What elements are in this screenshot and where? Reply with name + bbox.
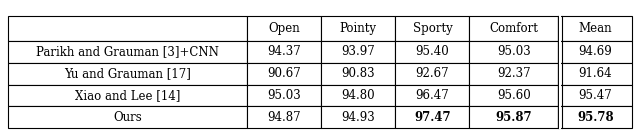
FancyBboxPatch shape: [470, 85, 558, 106]
Text: 92.37: 92.37: [497, 67, 531, 80]
FancyBboxPatch shape: [8, 85, 247, 106]
FancyBboxPatch shape: [8, 106, 247, 128]
FancyBboxPatch shape: [558, 41, 632, 63]
Text: 97.47: 97.47: [414, 111, 451, 124]
FancyBboxPatch shape: [396, 63, 470, 85]
FancyBboxPatch shape: [396, 41, 470, 63]
FancyBboxPatch shape: [247, 85, 321, 106]
FancyBboxPatch shape: [247, 63, 321, 85]
FancyBboxPatch shape: [558, 63, 632, 85]
FancyBboxPatch shape: [558, 85, 632, 106]
FancyBboxPatch shape: [247, 41, 321, 63]
Text: Comfort: Comfort: [490, 22, 538, 35]
Text: 93.97: 93.97: [341, 45, 375, 58]
Text: 95.03: 95.03: [267, 89, 301, 102]
Text: Ours: Ours: [113, 111, 141, 124]
Text: 91.64: 91.64: [579, 67, 612, 80]
FancyBboxPatch shape: [470, 16, 558, 41]
FancyBboxPatch shape: [321, 85, 396, 106]
Text: 95.87: 95.87: [495, 111, 532, 124]
FancyBboxPatch shape: [321, 41, 396, 63]
Text: 94.87: 94.87: [267, 111, 301, 124]
FancyBboxPatch shape: [321, 63, 396, 85]
Text: Xiao and Lee [14]: Xiao and Lee [14]: [75, 89, 180, 102]
Text: 90.67: 90.67: [267, 67, 301, 80]
FancyBboxPatch shape: [396, 16, 470, 41]
Text: 95.40: 95.40: [415, 45, 449, 58]
Text: 94.80: 94.80: [341, 89, 375, 102]
Text: Mean: Mean: [579, 22, 612, 35]
Text: Parikh and Grauman [3]+CNN: Parikh and Grauman [3]+CNN: [36, 45, 219, 58]
FancyBboxPatch shape: [470, 41, 558, 63]
FancyBboxPatch shape: [321, 16, 396, 41]
FancyBboxPatch shape: [396, 85, 470, 106]
FancyBboxPatch shape: [8, 41, 247, 63]
Text: Open: Open: [268, 22, 300, 35]
FancyBboxPatch shape: [470, 63, 558, 85]
FancyBboxPatch shape: [321, 106, 396, 128]
Text: 95.78: 95.78: [577, 111, 614, 124]
Text: 94.69: 94.69: [579, 45, 612, 58]
Text: Sporty: Sporty: [413, 22, 452, 35]
FancyBboxPatch shape: [558, 16, 632, 41]
FancyBboxPatch shape: [8, 16, 247, 41]
Text: 94.93: 94.93: [341, 111, 375, 124]
Text: 90.83: 90.83: [341, 67, 375, 80]
FancyBboxPatch shape: [558, 106, 632, 128]
Text: 95.47: 95.47: [579, 89, 612, 102]
Text: Yu and Grauman [17]: Yu and Grauman [17]: [64, 67, 191, 80]
Text: 94.37: 94.37: [267, 45, 301, 58]
FancyBboxPatch shape: [396, 106, 470, 128]
Text: 92.67: 92.67: [415, 67, 449, 80]
FancyBboxPatch shape: [470, 106, 558, 128]
FancyBboxPatch shape: [247, 16, 321, 41]
Text: Pointy: Pointy: [340, 22, 377, 35]
FancyBboxPatch shape: [247, 106, 321, 128]
FancyBboxPatch shape: [8, 63, 247, 85]
Text: 96.47: 96.47: [415, 89, 449, 102]
Text: 95.03: 95.03: [497, 45, 531, 58]
Text: 95.60: 95.60: [497, 89, 531, 102]
